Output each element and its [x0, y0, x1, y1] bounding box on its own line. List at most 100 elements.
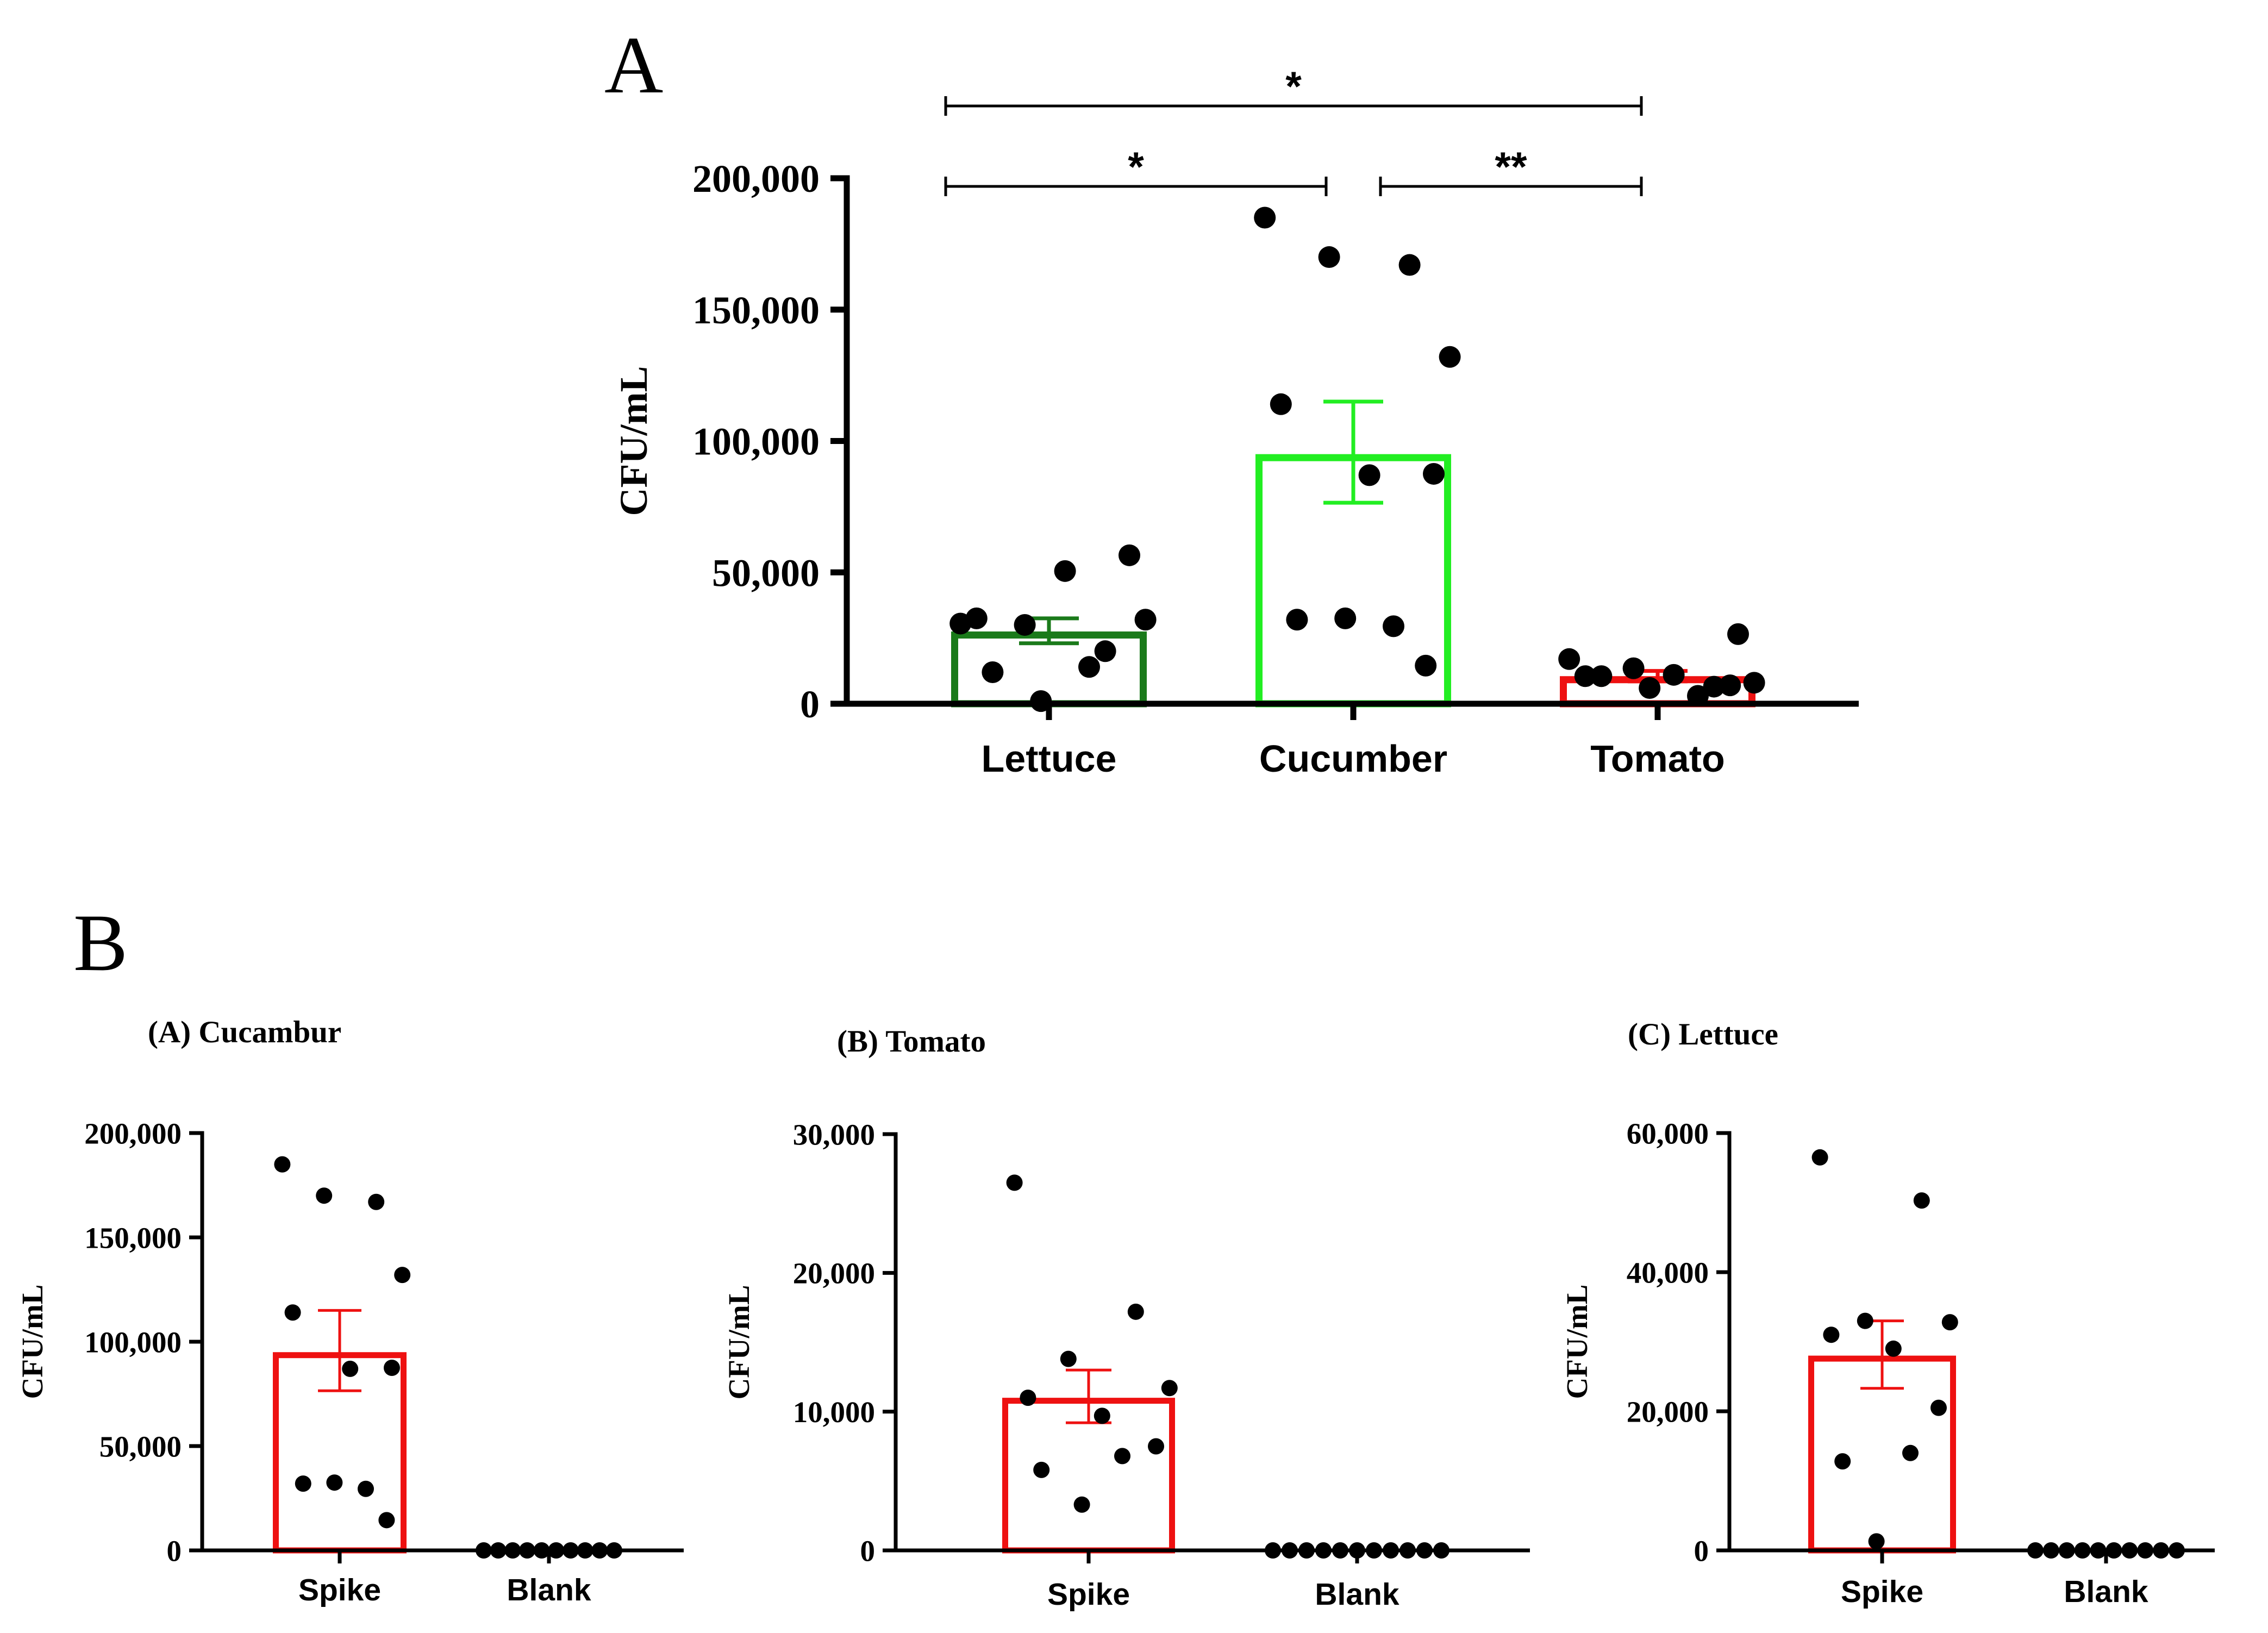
- data-point-cucumber: [1334, 607, 1357, 629]
- y-tick-label: 150,000: [84, 1221, 182, 1254]
- y-tick-label: 20,000: [793, 1257, 875, 1290]
- x-category-label: Blank: [507, 1573, 591, 1607]
- data-point-spike: [1930, 1399, 1947, 1416]
- data-point-spike: [1823, 1327, 1840, 1343]
- chart-panel-a: 0 50,000 100,000 150,000 200,000 Lettuce Cucum…: [612, 64, 1859, 780]
- data-point-spike: [1094, 1407, 1110, 1424]
- x-category-label: Blank: [2064, 1574, 2148, 1609]
- y-tick-label: 20,000: [1627, 1395, 1709, 1428]
- chart-title: (B) Tomato: [837, 1024, 986, 1059]
- y-tick-label: 200,000: [84, 1117, 182, 1150]
- x-category-label: Cucumber: [1259, 737, 1447, 780]
- data-point-cucumber: [1318, 246, 1340, 268]
- data-point-cucumber: [1270, 393, 1292, 415]
- data-point-spike: [394, 1267, 411, 1284]
- data-point-spike: [358, 1480, 374, 1497]
- data-point-spike: [1902, 1444, 1919, 1461]
- data-point-tomato: [1727, 623, 1749, 645]
- y-tick-label: 150,000: [692, 289, 820, 332]
- chart-title: (C) Lettuce: [1628, 1017, 1778, 1052]
- data-point-spike: [1006, 1174, 1023, 1191]
- y-tick-label: 40,000: [1627, 1256, 1709, 1289]
- data-point-cucumber: [1286, 609, 1308, 631]
- data-point-lettuce: [1054, 560, 1076, 582]
- y-tick-label: 30,000: [793, 1118, 875, 1151]
- x-category-label: Spike: [1841, 1574, 1923, 1609]
- y-tick-label: 50,000: [99, 1430, 182, 1463]
- data-point-cucumber: [1423, 462, 1445, 485]
- y-axis-title: CFU/mL: [1560, 1285, 1594, 1399]
- data-point-spike: [284, 1304, 301, 1321]
- data-point-spike: [1941, 1314, 1958, 1331]
- data-point-spike: [316, 1187, 333, 1204]
- data-point-spike: [1161, 1380, 1178, 1397]
- significance-label: *: [1128, 144, 1144, 190]
- y-tick-label: 100,000: [84, 1325, 182, 1359]
- data-point-spike: [1020, 1390, 1036, 1406]
- chart-panel-b-cucumber: (A) Cucambur 0 50,000 100,000 150,000 200,000…: [16, 1015, 684, 1607]
- y-tick-label: 0: [1694, 1534, 1709, 1567]
- data-point-spike: [1127, 1303, 1144, 1320]
- y-tick-label: 200,000: [692, 157, 820, 201]
- data-point-spike: [368, 1193, 385, 1210]
- data-point-lettuce: [965, 607, 988, 629]
- data-point-cucumber: [1415, 654, 1437, 677]
- data-point-lettuce: [1078, 656, 1100, 678]
- data-point-lettuce: [1134, 609, 1157, 631]
- data-point-spike: [326, 1474, 343, 1491]
- data-point-spike: [1868, 1533, 1885, 1550]
- data-point-spike: [1073, 1496, 1090, 1513]
- data-point-cucumber: [1383, 615, 1404, 637]
- data-point-tomato: [1719, 674, 1741, 697]
- data-point-lettuce: [982, 661, 1004, 683]
- data-point-spike: [1148, 1438, 1164, 1455]
- data-point-spike: [1857, 1312, 1873, 1329]
- data-point-cucumber: [1358, 464, 1380, 486]
- chart-panel-b-tomato: (B) Tomato 0 10,000 20,000 30,000 Spike Blank C…: [722, 1024, 1530, 1612]
- y-tick-label: 0: [800, 683, 820, 726]
- panel-letter-a: A: [604, 20, 663, 110]
- x-category-label: Spike: [298, 1573, 381, 1607]
- data-point-lettuce: [1094, 640, 1116, 662]
- data-point-spike: [1885, 1340, 1902, 1357]
- data-point-spike: [384, 1360, 400, 1376]
- y-tick-label: 100,000: [692, 420, 820, 464]
- x-category-label: Blank: [1315, 1577, 1399, 1612]
- data-point-spike: [378, 1512, 395, 1529]
- data-point-tomato: [1622, 657, 1645, 679]
- y-axis-title: CFU/mL: [16, 1285, 49, 1399]
- data-point-spike: [342, 1360, 359, 1377]
- data-point-tomato: [1558, 648, 1580, 670]
- x-category-label: Lettuce: [982, 737, 1117, 780]
- x-category-label: Tomato: [1590, 737, 1725, 780]
- significance-label: **: [1495, 144, 1527, 190]
- data-point-spike: [295, 1475, 311, 1492]
- data-point-spike: [1913, 1192, 1930, 1209]
- data-point-tomato: [1639, 677, 1661, 699]
- data-point-lettuce: [1014, 614, 1036, 636]
- data-point-tomato: [1743, 672, 1765, 694]
- panel-letter-b: B: [73, 898, 128, 988]
- y-tick-label: 50,000: [712, 551, 820, 595]
- data-point-spike: [1033, 1461, 1050, 1478]
- data-point-spike: [1811, 1149, 1828, 1166]
- y-tick-label: 60,000: [1627, 1117, 1709, 1150]
- x-category-label: Spike: [1047, 1577, 1130, 1612]
- y-tick-label: 0: [860, 1534, 876, 1567]
- data-point-spike: [1060, 1350, 1077, 1367]
- data-point-tomato: [1663, 664, 1685, 686]
- chart-panel-b-lettuce: (C) Lettuce 0 20,000 40,000 60,000 Spike Blank…: [1560, 1017, 2215, 1609]
- y-axis-title: CFU/mL: [612, 366, 655, 516]
- data-point-spike: [1834, 1453, 1851, 1470]
- data-point-spike: [1114, 1448, 1130, 1465]
- data-point-cucumber: [1398, 254, 1421, 276]
- y-tick-label: 10,000: [793, 1396, 875, 1429]
- data-point-tomato: [1590, 665, 1613, 687]
- data-point-tomato: [1703, 675, 1725, 698]
- data-point-cucumber: [1254, 207, 1276, 229]
- y-axis-title: CFU/mL: [722, 1285, 755, 1400]
- data-point-cucumber: [1439, 346, 1461, 368]
- significance-label: *: [1285, 64, 1302, 110]
- data-point-tomato: [1574, 665, 1596, 687]
